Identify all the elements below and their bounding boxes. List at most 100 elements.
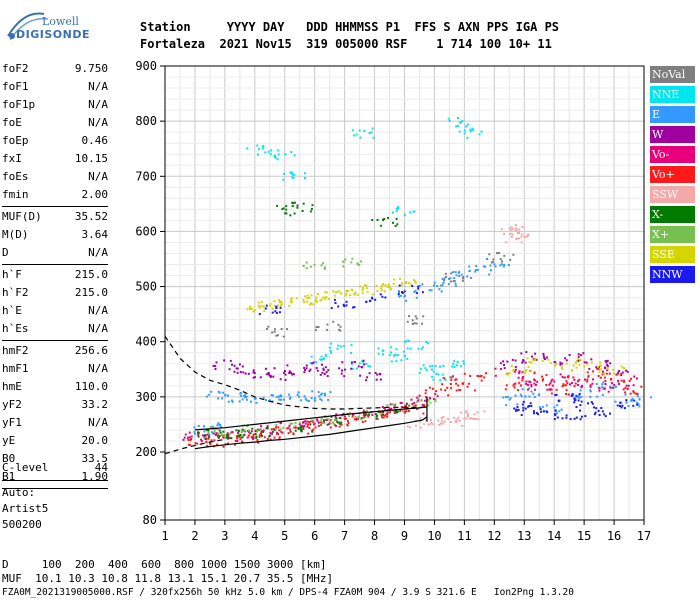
echo-point xyxy=(353,293,356,296)
echo-point xyxy=(239,392,242,395)
echo-point xyxy=(203,435,206,438)
echo-point xyxy=(355,133,358,136)
echo-point xyxy=(344,258,347,261)
echo-point xyxy=(340,372,343,375)
echo-point xyxy=(506,360,509,363)
echo-point xyxy=(541,405,544,408)
echo-point xyxy=(265,399,267,402)
echo-point xyxy=(601,386,604,389)
echo-point xyxy=(360,260,363,263)
echo-point xyxy=(563,376,566,379)
echo-point xyxy=(574,382,577,385)
echo-point xyxy=(389,403,392,406)
echo-point xyxy=(409,211,412,214)
echo-point xyxy=(491,261,494,263)
echo-point xyxy=(535,358,538,361)
echo-point xyxy=(280,430,283,433)
echo-point xyxy=(355,417,358,420)
echo-point xyxy=(334,424,336,427)
echo-point xyxy=(213,431,216,434)
echo-point xyxy=(276,304,279,307)
echo-point xyxy=(246,436,249,439)
echo-point xyxy=(214,433,217,436)
echo-point xyxy=(395,348,398,351)
echo-point xyxy=(510,365,513,367)
echo-point xyxy=(310,294,313,297)
echo-point xyxy=(553,418,556,421)
echo-point xyxy=(391,211,394,214)
x-tick-label: 8 xyxy=(371,529,378,543)
echo-point xyxy=(327,398,330,401)
echo-point xyxy=(253,397,256,400)
echo-point xyxy=(392,282,395,285)
echo-point xyxy=(366,409,368,412)
echo-point xyxy=(564,357,567,360)
echo-point xyxy=(453,416,456,419)
echo-point xyxy=(190,438,192,441)
echo-point xyxy=(535,412,538,414)
echo-point xyxy=(254,433,257,435)
echo-point xyxy=(384,414,386,417)
echo-point xyxy=(549,382,552,385)
echo-point xyxy=(247,372,250,375)
echo-point xyxy=(361,359,364,362)
echo-point xyxy=(293,212,296,215)
echo-point xyxy=(440,422,442,425)
echo-point xyxy=(287,432,290,435)
echo-point xyxy=(210,390,213,393)
echo-point xyxy=(555,412,558,415)
footer-muf-line: MUF 10.1 10.3 10.8 11.8 13.1 15.1 20.7 3… xyxy=(2,572,334,585)
echo-point xyxy=(443,279,446,282)
echo-point xyxy=(284,373,287,376)
echo-point xyxy=(507,264,510,266)
echo-point xyxy=(545,410,548,413)
echo-point xyxy=(575,406,578,408)
echo-point xyxy=(574,397,577,400)
echo-point xyxy=(347,422,350,424)
echo-point xyxy=(294,426,297,429)
echo-point xyxy=(632,404,635,407)
echo-point xyxy=(502,396,505,399)
echo-point xyxy=(283,371,286,374)
echo-point xyxy=(403,355,406,358)
echo-point xyxy=(480,374,483,377)
echo-point xyxy=(319,373,322,376)
echo-point xyxy=(222,430,225,433)
echo-point xyxy=(340,292,343,295)
echo-point xyxy=(337,344,340,347)
echo-point xyxy=(511,228,514,231)
echo-point xyxy=(454,420,457,423)
echo-point xyxy=(343,417,346,420)
echo-point xyxy=(554,361,557,364)
echo-point xyxy=(599,361,602,364)
echo-point xyxy=(609,386,612,389)
echo-point xyxy=(382,353,384,356)
echo-point xyxy=(289,171,292,174)
echo-point xyxy=(528,387,531,390)
echo-point xyxy=(414,404,417,407)
echo-point xyxy=(333,419,336,422)
echo-point xyxy=(335,413,338,416)
echo-point xyxy=(379,287,382,290)
echo-point xyxy=(363,284,366,287)
echo-point xyxy=(281,431,284,434)
echo-point xyxy=(410,283,413,286)
echo-point xyxy=(359,136,362,139)
echo-point xyxy=(579,418,582,421)
echo-point xyxy=(523,235,526,238)
echo-point xyxy=(399,402,402,404)
echo-point xyxy=(524,395,527,398)
echo-point xyxy=(393,278,396,281)
echo-point xyxy=(598,389,601,392)
echo-point xyxy=(633,375,636,378)
echo-point xyxy=(515,227,517,230)
echo-point xyxy=(508,227,511,230)
echo-point xyxy=(423,405,426,408)
echo-point xyxy=(258,434,261,436)
echo-point xyxy=(303,395,306,398)
echo-point xyxy=(265,304,268,307)
echo-point xyxy=(328,346,331,349)
echo-point xyxy=(333,294,336,297)
echo-point xyxy=(352,306,355,309)
echo-point xyxy=(229,359,232,362)
